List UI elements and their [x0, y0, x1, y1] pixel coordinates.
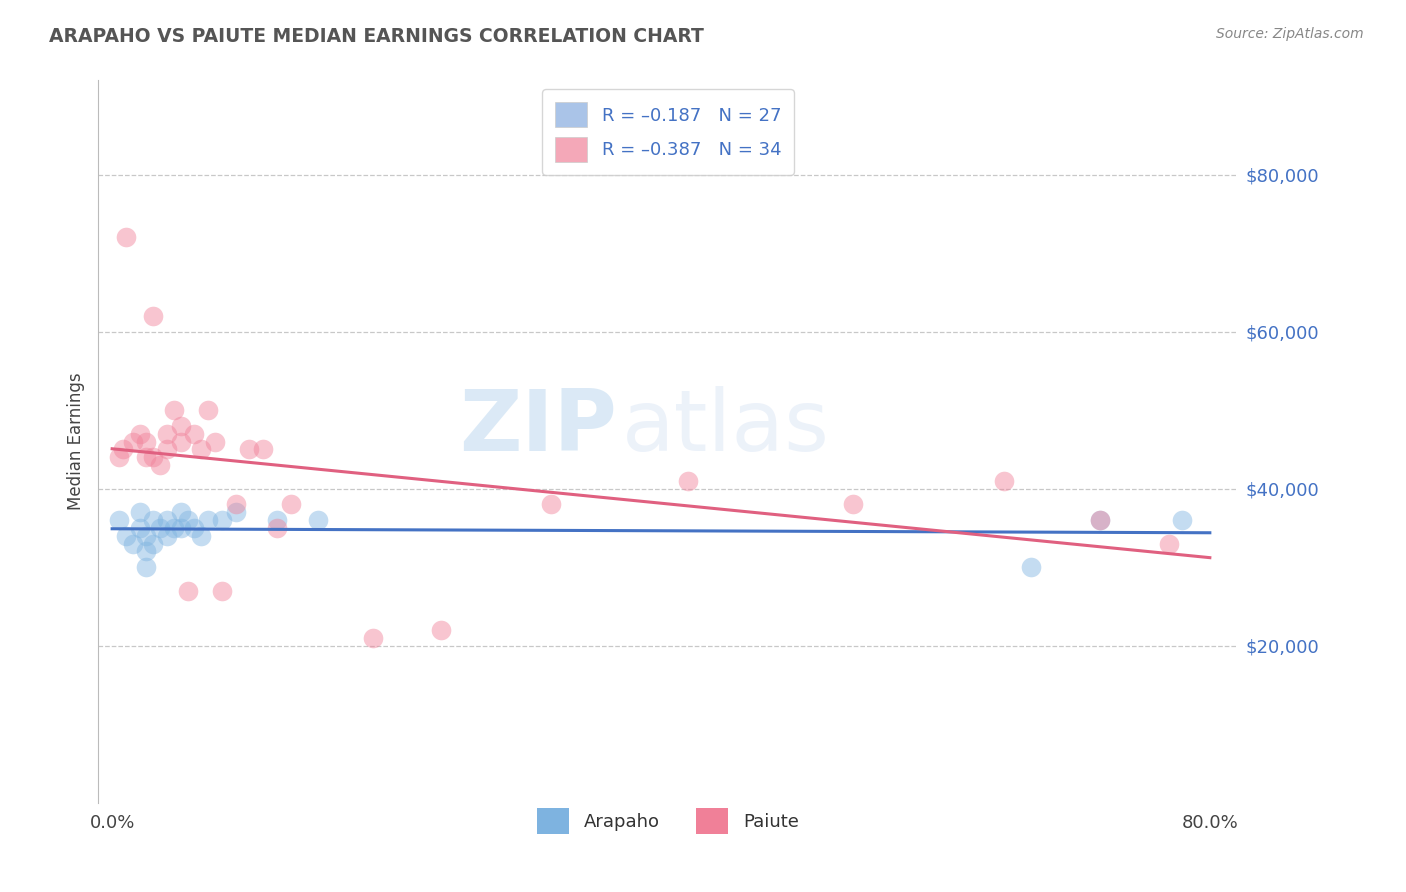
Text: ARAPAHO VS PAIUTE MEDIAN EARNINGS CORRELATION CHART: ARAPAHO VS PAIUTE MEDIAN EARNINGS CORREL… — [49, 27, 704, 45]
Point — [156, 426, 179, 441]
Point — [266, 521, 288, 535]
Point — [361, 631, 384, 645]
Point — [163, 403, 186, 417]
Point — [108, 450, 131, 465]
Point — [156, 529, 179, 543]
Point — [190, 529, 212, 543]
Point — [1088, 513, 1111, 527]
Point — [176, 583, 198, 598]
Point — [108, 513, 131, 527]
Point — [135, 450, 157, 465]
Point — [121, 434, 143, 449]
Point — [430, 623, 453, 637]
Point — [135, 529, 157, 543]
Point — [197, 513, 219, 527]
Point — [678, 474, 700, 488]
Point — [128, 505, 150, 519]
Point — [176, 513, 198, 527]
Point — [238, 442, 260, 457]
Point — [540, 497, 562, 511]
Point — [128, 521, 150, 535]
Point — [266, 513, 288, 527]
Point — [225, 505, 247, 519]
Point — [211, 513, 233, 527]
Point — [135, 434, 157, 449]
Point — [115, 529, 138, 543]
Point — [135, 544, 157, 558]
Point — [112, 442, 135, 457]
Point — [1088, 513, 1111, 527]
Point — [280, 497, 302, 511]
Point — [1157, 536, 1180, 550]
Text: Source: ZipAtlas.com: Source: ZipAtlas.com — [1216, 27, 1364, 41]
Point — [252, 442, 274, 457]
Point — [135, 560, 157, 574]
Text: ZIP: ZIP — [458, 385, 617, 468]
Point — [183, 521, 205, 535]
Point — [307, 513, 329, 527]
Point — [142, 536, 165, 550]
Point — [170, 418, 193, 433]
Point — [142, 513, 165, 527]
Point — [115, 230, 138, 244]
Point — [1171, 513, 1194, 527]
Text: atlas: atlas — [623, 385, 831, 468]
Point — [211, 583, 233, 598]
Point — [156, 442, 179, 457]
Point — [190, 442, 212, 457]
Point — [142, 450, 165, 465]
Point — [149, 458, 172, 472]
Point — [170, 521, 193, 535]
Point — [204, 434, 226, 449]
Point — [842, 497, 865, 511]
Point — [183, 426, 205, 441]
Point — [197, 403, 219, 417]
Point — [149, 521, 172, 535]
Point — [170, 434, 193, 449]
Point — [225, 497, 247, 511]
Point — [128, 426, 150, 441]
Point — [170, 505, 193, 519]
Point — [156, 513, 179, 527]
Point — [993, 474, 1015, 488]
Point — [1021, 560, 1043, 574]
Point — [142, 309, 165, 323]
Y-axis label: Median Earnings: Median Earnings — [66, 373, 84, 510]
Point — [163, 521, 186, 535]
Point — [121, 536, 143, 550]
Legend: Arapaho, Paiute: Arapaho, Paiute — [526, 797, 810, 845]
